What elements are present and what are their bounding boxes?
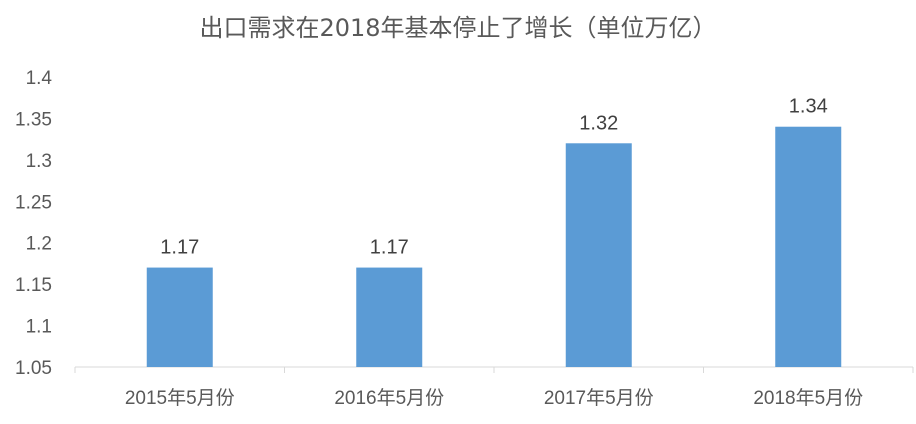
bar (356, 267, 423, 367)
x-tick-label: 2018年5月份 (753, 387, 863, 409)
data-label: 1.34 (789, 96, 828, 118)
data-label: 1.17 (370, 237, 409, 259)
y-tick-label: 1.05 (15, 358, 52, 379)
y-tick-label: 1.4 (26, 68, 53, 89)
bar (775, 126, 842, 367)
data-label: 1.17 (160, 237, 199, 259)
bar (146, 267, 213, 367)
bar (565, 143, 632, 367)
data-labels: 1.17 1.17 1.32 1.34 (160, 96, 827, 259)
x-axis-ticks: 2015年5月份 2016年5月份 2017年5月份 2018年5月份 (125, 387, 863, 409)
y-tick-label: 1.25 (15, 192, 52, 213)
y-tick-label: 1.2 (26, 234, 52, 255)
chart-title: 出口需求在2018年基本停止了增长（单位万亿） (199, 14, 716, 42)
bars (146, 126, 842, 367)
y-axis-ticks: 1.4 1.35 1.3 1.25 1.2 1.15 1.1 1.05 (15, 68, 52, 379)
y-tick-label: 1.15 (15, 275, 52, 296)
y-tick-label: 1.3 (26, 151, 52, 172)
x-axis-tick-marks (74, 367, 914, 373)
x-tick-label: 2016年5月份 (334, 387, 444, 409)
data-label: 1.32 (579, 112, 618, 134)
x-tick-label: 2017年5月份 (544, 387, 654, 409)
x-tick-label: 2015年5月份 (125, 387, 235, 409)
y-tick-label: 1.1 (26, 317, 52, 338)
y-tick-label: 1.35 (15, 109, 52, 130)
